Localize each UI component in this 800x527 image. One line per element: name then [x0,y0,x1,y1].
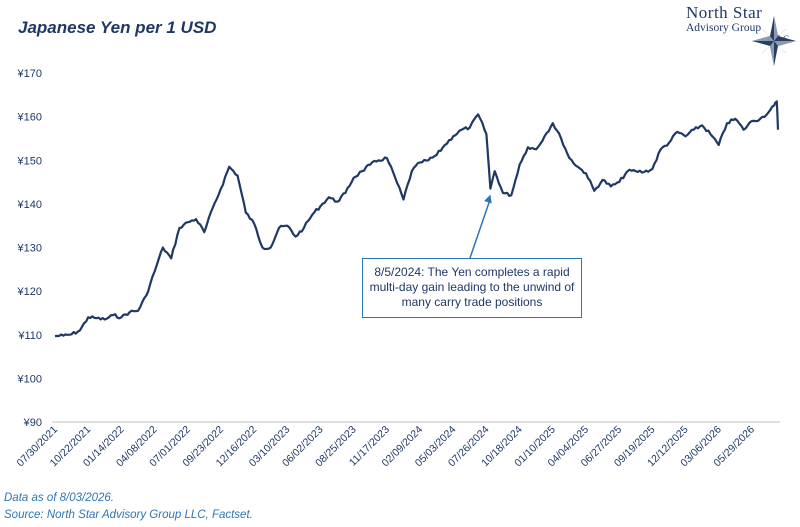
y-tick-label: ¥170 [17,68,42,80]
y-tick-label: ¥120 [17,286,42,298]
compass-star-icon [752,16,796,66]
y-tick-label: ¥150 [17,155,42,167]
y-tick-label: ¥140 [17,199,42,211]
y-tick-label: ¥130 [17,243,42,255]
y-tick-label: ¥110 [17,330,42,342]
logo-line2: Advisory Group [686,22,762,34]
x-axis-ticks: 07/30/202110/22/202101/14/202204/08/2022… [14,424,757,470]
data-as-of-note: Data as of 8/03/2026. [4,492,114,504]
y-tick-label: ¥100 [17,373,42,385]
y-tick-label: ¥90 [23,417,42,429]
annotation-arrow [469,198,492,259]
y-axis-ticks: ¥90 ¥100 ¥110 ¥120 ¥130 ¥140 ¥150 ¥160 ¥170 [17,68,42,429]
series-line-usdjpy [54,100,780,338]
annotation-callout: 8/5/2024: The Yen completes a rapid mult… [362,258,582,318]
logo-line1: North Star [686,3,763,22]
annotation-arrowhead [484,194,492,204]
line-chart: ¥90 ¥100 ¥110 ¥120 ¥130 ¥140 ¥150 ¥160 ¥170 07/3… [14,68,780,470]
source-note: Source: North Star Advisory Group LLC, F… [4,509,253,521]
y-tick-label: ¥160 [17,112,42,124]
chart-title: Japanese Yen per 1 USD [18,18,217,37]
north-star-logo: North Star Advisory Group LLC [678,0,800,70]
